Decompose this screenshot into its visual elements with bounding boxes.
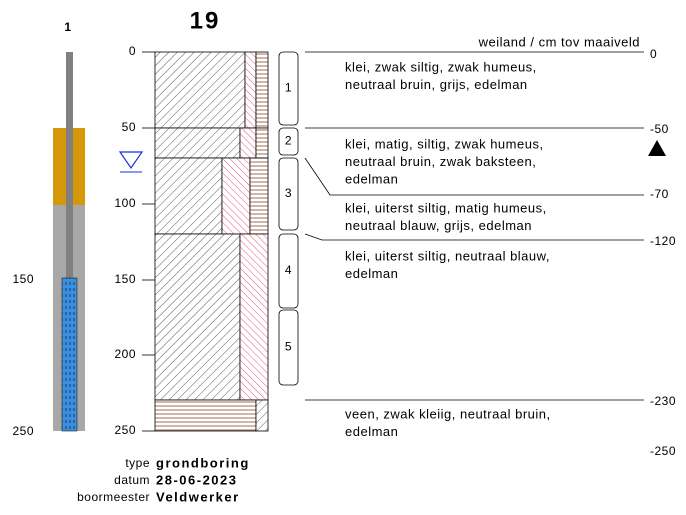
meta-value: 28-06-2023 <box>156 472 238 487</box>
level-label: -120 <box>650 234 676 248</box>
level-label: -230 <box>650 394 676 408</box>
layer-description: klei, matig, siltig, zwak humeus, <box>345 136 544 151</box>
sample-label: 2 <box>285 134 292 148</box>
layer-description: klei, zwak siltig, zwak humeus, <box>345 59 537 74</box>
layer-description: edelman <box>345 171 398 186</box>
sample-label: 5 <box>285 340 292 354</box>
sample-label: 4 <box>285 263 292 277</box>
level-marker <box>648 140 666 156</box>
level-label: -250 <box>650 444 676 458</box>
meta-label: datum <box>114 473 150 487</box>
meta-label: type <box>125 456 150 470</box>
layer-description: neutraal bruin, grijs, edelman <box>345 77 528 92</box>
layer-description: neutraal blauw, grijs, edelman <box>345 218 532 233</box>
depth-tick-label: 50 <box>122 120 136 134</box>
layer-description: klei, uiterst siltig, matig humeus, <box>345 200 547 215</box>
layer-description: edelman <box>345 266 398 281</box>
level-label: -50 <box>650 122 669 136</box>
level-label: 0 <box>650 47 657 61</box>
sample-box <box>278 51 299 126</box>
sample-label: 1 <box>285 81 292 95</box>
depth-tick-label: 150 <box>114 272 136 286</box>
connectors <box>304 51 644 401</box>
water-table <box>118 151 144 170</box>
sample-box <box>278 127 299 156</box>
layer-description: neutraal bruin, zwak baksteen, <box>345 154 536 169</box>
well-number: 1 <box>64 20 71 34</box>
meta-label: boormeester <box>77 490 150 504</box>
surface: weiland / cm tov maaiveld <box>478 34 640 49</box>
layer-description: edelman <box>345 424 398 439</box>
depth-tick-label: 200 <box>114 347 136 361</box>
sample-label: 3 <box>285 186 292 200</box>
pipe <box>66 52 73 278</box>
sample-box <box>278 157 299 231</box>
depth-tick-label: 250 <box>114 423 136 437</box>
meta-value: Veldwerker <box>156 489 240 504</box>
well-label: 250 <box>12 424 34 438</box>
level-label: -70 <box>650 187 669 201</box>
filter <box>61 277 78 432</box>
soil-column <box>154 51 269 432</box>
well-label: 150 <box>12 272 34 286</box>
depth-tick-label: 0 <box>129 44 136 58</box>
depth-tick-label: 100 <box>114 196 136 210</box>
sample-box <box>278 309 299 386</box>
title: 19 <box>190 7 221 34</box>
meta-value: grondboring <box>156 455 250 470</box>
layer-description: klei, uiterst siltig, neutraal blauw, <box>345 248 550 263</box>
layer-description: veen, zwak kleiig, neutraal bruin, <box>345 406 551 421</box>
sample-box <box>278 233 299 309</box>
